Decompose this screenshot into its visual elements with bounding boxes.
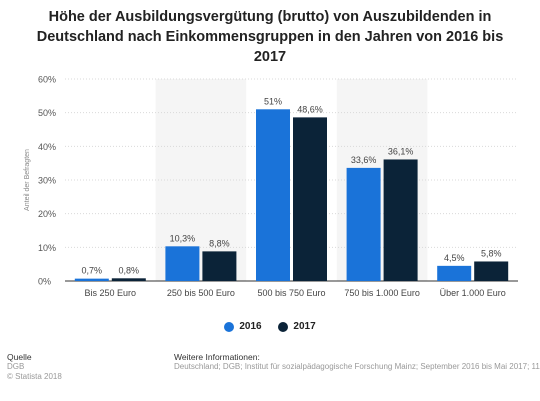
legend-swatch-2017	[278, 321, 289, 332]
legend-label-2016: 2016	[239, 321, 262, 332]
source-line: DGB	[7, 362, 25, 371]
legend-label-2017: 2017	[293, 321, 316, 332]
y-tick-label: 40%	[38, 142, 56, 152]
legend: 2016 2017	[0, 321, 540, 335]
data-label-2016: 4,5%	[444, 253, 465, 263]
data-label-2016: 33,6%	[351, 155, 377, 165]
x-tick-label: 500 bis 750 Euro	[257, 288, 325, 298]
source-heading: Quelle	[7, 352, 32, 362]
y-tick-label: 20%	[38, 209, 56, 219]
info-text: Deutschland; DGB; Institut für sozialpäd…	[174, 362, 540, 371]
y-tick-label: 10%	[38, 243, 56, 253]
x-tick-label: Bis 250 Euro	[85, 288, 137, 298]
legend-swatch-2016	[224, 321, 235, 332]
data-label-2017: 8,8%	[209, 238, 230, 248]
y-tick-label: 0%	[38, 277, 51, 287]
y-tick-label: 30%	[38, 176, 56, 186]
x-tick-label: 250 bis 500 Euro	[167, 288, 235, 298]
bar-2016	[437, 265, 472, 281]
chart-title: Höhe der Ausbildungsvergütung (brutto) v…	[36, 9, 504, 65]
info-heading: Weitere Informationen:	[174, 352, 260, 362]
data-label-2017: 0,8%	[119, 265, 140, 275]
x-tick-label: Über 1.000 Euro	[440, 288, 506, 298]
data-label-2017: 5,8%	[481, 248, 502, 258]
info-block: Weitere Informationen: Deutschland; DGB;…	[174, 352, 540, 372]
data-label-2016: 0,7%	[82, 266, 103, 276]
legend-item-2017[interactable]: 2017	[278, 321, 316, 332]
bar-2016	[165, 246, 200, 281]
bar-2017	[293, 117, 327, 281]
data-label-2017: 48,6%	[297, 104, 323, 114]
bar-chart: 0% 10% 20% 30% 40% 50% 60% Anteil der Befragten…	[24, 75, 518, 298]
data-label-2017: 36,1%	[388, 146, 414, 156]
bar-2016	[74, 278, 109, 281]
bar-2017	[111, 278, 146, 281]
y-axis-label: Anteil der Befragten	[24, 149, 31, 211]
bar-2017	[383, 159, 418, 281]
x-tick-label: 750 bis 1.000 Euro	[344, 288, 420, 298]
y-tick-label: 60%	[38, 75, 56, 85]
data-label-2016: 51%	[264, 96, 282, 106]
y-tick-label: 50%	[38, 108, 56, 118]
bar-2017	[474, 261, 509, 281]
bar-2016	[346, 167, 381, 281]
bar-2016	[256, 109, 290, 281]
bar-2017	[202, 251, 237, 281]
data-label-2016: 10,3%	[170, 233, 196, 243]
copyright-line: © Statista 2018	[7, 372, 62, 381]
source-block: Quelle DGB © Statista 2018	[7, 352, 62, 382]
legend-item-2016[interactable]: 2016	[224, 321, 262, 332]
